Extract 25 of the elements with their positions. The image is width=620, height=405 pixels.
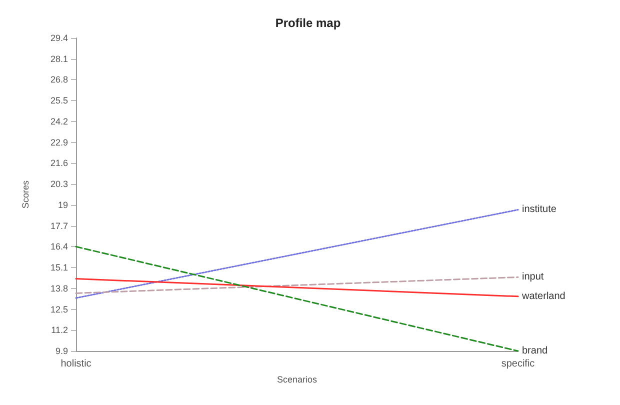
y-tick-label: 20.3 (50, 179, 68, 190)
y-tick-label: 17.7 (50, 220, 68, 231)
y-tick-label: 11.2 (51, 325, 68, 336)
y-tick-label: 21.6 (50, 158, 68, 168)
y-tick-label: 24.2 (50, 116, 68, 126)
y-tick-label: 26.8 (50, 74, 68, 85)
y-tick-label: 28.1 (50, 54, 68, 64)
y-tick-label: 19 (58, 200, 68, 210)
y-tick-label: 15.1 (50, 262, 68, 273)
x-tick-label: holistic (60, 358, 92, 370)
x-axis-title: Scenarios (276, 374, 318, 384)
y-tick-label: 12.5 (50, 304, 68, 314)
y-tick-label: 13.8 (50, 283, 68, 294)
y-tick-label: 16.4 (50, 242, 68, 252)
series-label: institute (522, 204, 557, 216)
y-tick-label: 9.9 (55, 346, 68, 356)
y-tick-label: 29.4 (50, 33, 68, 43)
y-tick-label: 22.9 (50, 137, 68, 148)
series-label: waterland (521, 290, 566, 302)
x-tick-label: specific (501, 358, 535, 370)
series-label: input (522, 272, 544, 283)
y-axis-title: Scores (20, 180, 30, 209)
series-label: brand (522, 346, 548, 356)
y-tick-label: 25.5 (50, 96, 68, 106)
chart-title: Profile map (275, 16, 341, 30)
